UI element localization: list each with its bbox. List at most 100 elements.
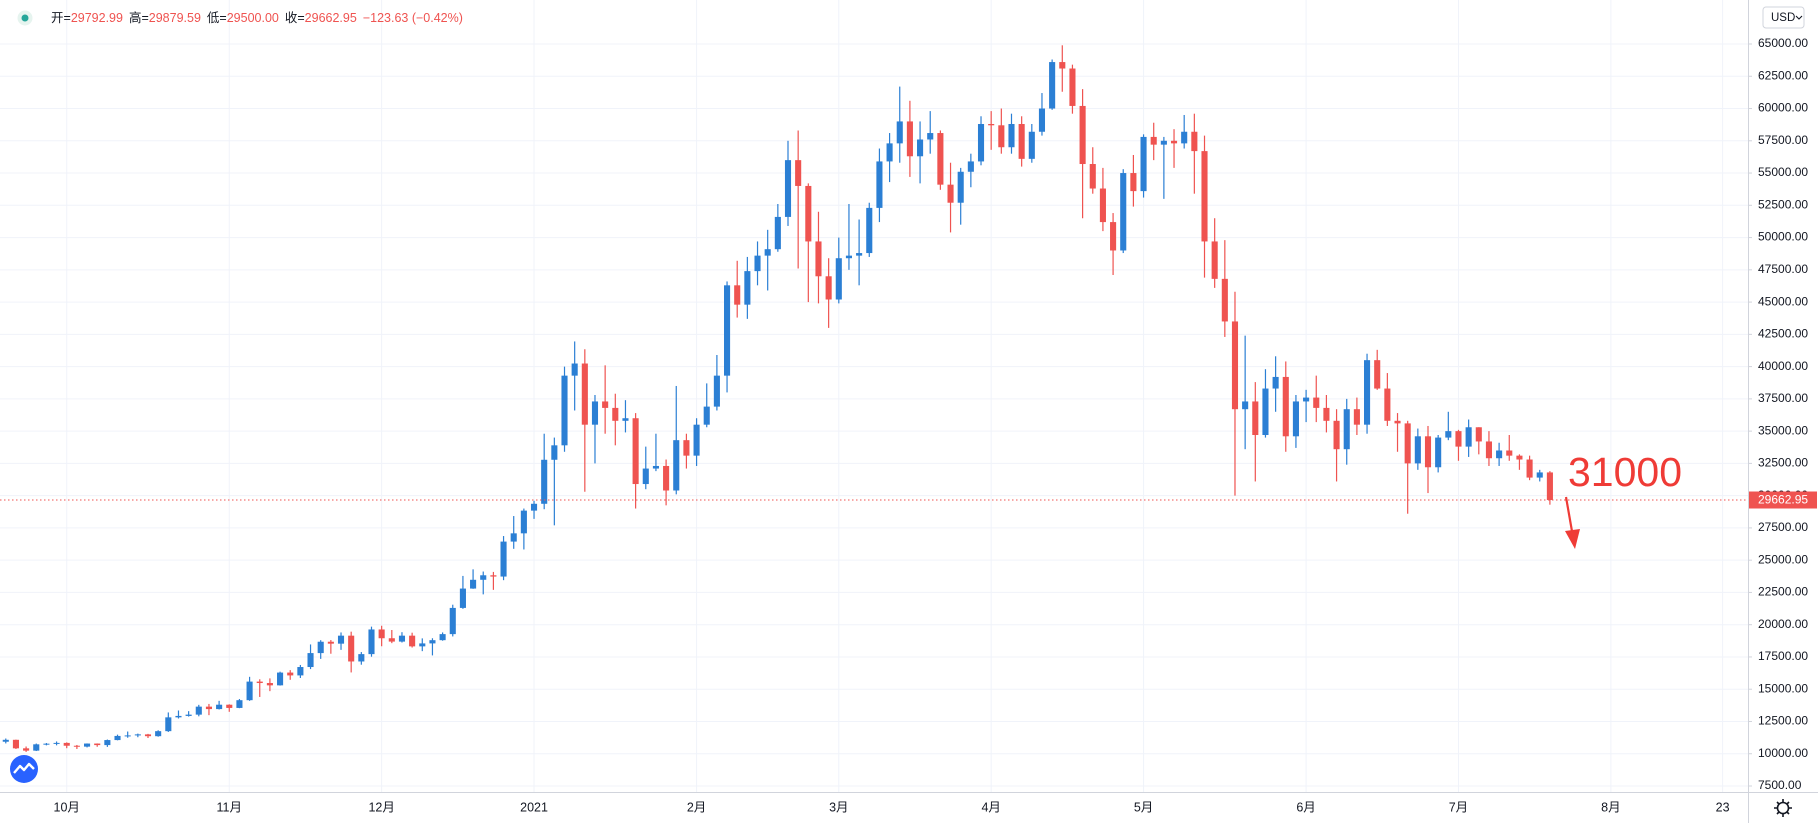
candle-body: [388, 638, 395, 642]
y-tick-label: 7500.00: [1758, 778, 1802, 792]
currency-label[interactable]: USD: [1771, 12, 1795, 24]
candle-body: [1211, 241, 1218, 279]
candle-body: [1231, 321, 1239, 410]
candle-body: [998, 125, 1005, 148]
readout-label: 高=: [129, 10, 149, 25]
currency-button[interactable]: [1762, 6, 1805, 29]
candle-body: [927, 133, 934, 140]
settings-gear[interactable]: [1776, 801, 1790, 815]
candle-body: [947, 184, 954, 203]
x-tick-label: 8月: [1601, 800, 1620, 814]
candle-body: [297, 667, 304, 676]
candle-body: [1110, 222, 1117, 251]
settings-icon[interactable]: [1774, 799, 1792, 817]
candle-body: [1201, 151, 1208, 242]
candle-body: [134, 734, 141, 736]
status-dot: [21, 14, 29, 22]
candle-body: [754, 255, 761, 272]
candle-body: [551, 445, 558, 460]
candle-body: [317, 641, 324, 654]
candle-body: [1404, 423, 1411, 464]
candle-body: [378, 629, 385, 639]
candles: [2, 45, 1553, 752]
candle-body: [530, 503, 538, 511]
candle-body: [591, 401, 599, 425]
y-tick-label: 45000.00: [1758, 294, 1808, 308]
candle-body: [886, 143, 893, 162]
candle-body: [561, 375, 568, 446]
candle-body: [266, 683, 273, 686]
candle-body: [724, 285, 731, 376]
y-tick-label: 17500.00: [1758, 649, 1808, 663]
candle-body: [1028, 131, 1035, 159]
candle-body: [480, 575, 487, 580]
candle-body: [805, 185, 812, 242]
candle-body: [205, 706, 213, 710]
y-tick-label: 60000.00: [1758, 101, 1808, 115]
candle-body: [835, 258, 842, 300]
candle-body: [1465, 427, 1472, 447]
candle-body: [845, 255, 853, 259]
candle-body: [165, 717, 172, 732]
overlay: 开=29792.99 高=29879.59 低=29500.00 收=29662.95…: [10, 6, 1805, 817]
candle-body: [937, 133, 944, 185]
candle-body: [1394, 420, 1401, 424]
x-tick-label: 6月: [1296, 800, 1315, 814]
candle-body: [1018, 124, 1025, 159]
candle-body: [906, 121, 913, 157]
readout-value: 29792.99: [71, 11, 123, 25]
y-tick-label: 10000.00: [1758, 746, 1808, 760]
candle-body: [1282, 376, 1289, 437]
y-tick-label: 32500.00: [1758, 456, 1808, 470]
candle-body: [795, 160, 802, 186]
candle-body: [144, 734, 152, 737]
y-tick-label: 52500.00: [1758, 197, 1808, 211]
candle-body: [1353, 409, 1360, 425]
candle-body: [784, 160, 792, 217]
candle-body: [63, 742, 70, 746]
candle-body: [917, 139, 924, 157]
candle-body: [1424, 436, 1432, 468]
candle-body: [815, 241, 822, 277]
x-tick-label: 2月: [687, 800, 706, 814]
candle-body: [764, 249, 771, 256]
y-tick-label: 12500.00: [1758, 714, 1808, 728]
candle-body: [449, 607, 456, 635]
candle-body: [327, 641, 334, 644]
candle-body: [632, 418, 639, 485]
currency-caret[interactable]: [1795, 15, 1803, 20]
candle-body: [1069, 68, 1076, 106]
candle-body: [866, 207, 873, 254]
candle-body: [500, 541, 507, 577]
candle-body: [337, 635, 345, 644]
candle-body: [652, 465, 659, 469]
settings-teeth[interactable]: [1774, 799, 1792, 817]
candle-body: [693, 424, 700, 456]
candle-body: [683, 440, 690, 456]
y-tick-label: 65000.00: [1758, 36, 1808, 50]
x-tick-label: 12月: [368, 800, 394, 814]
candle-body: [94, 743, 101, 746]
candle-body: [439, 634, 446, 641]
candle-body: [246, 681, 253, 701]
candle-body: [195, 706, 202, 715]
candle-body: [459, 588, 466, 608]
candle-body: [1313, 397, 1320, 408]
candle-body: [1170, 140, 1178, 144]
candle-body: [73, 745, 80, 747]
candle-body: [977, 124, 985, 162]
candle-body: [1120, 173, 1127, 251]
candle-body: [1272, 376, 1279, 389]
candle-body: [612, 407, 619, 421]
candle-body: [1384, 388, 1391, 421]
candle-body: [1343, 409, 1350, 450]
candle-body: [1364, 360, 1371, 425]
x-tick-label: 7月: [1449, 800, 1468, 814]
candle-body: [84, 743, 91, 747]
candle-body: [114, 735, 121, 741]
y-tick-label: 55000.00: [1758, 165, 1808, 179]
candle-body: [642, 468, 649, 485]
y-tick-label: 40000.00: [1758, 359, 1808, 373]
candle-body: [419, 643, 426, 647]
